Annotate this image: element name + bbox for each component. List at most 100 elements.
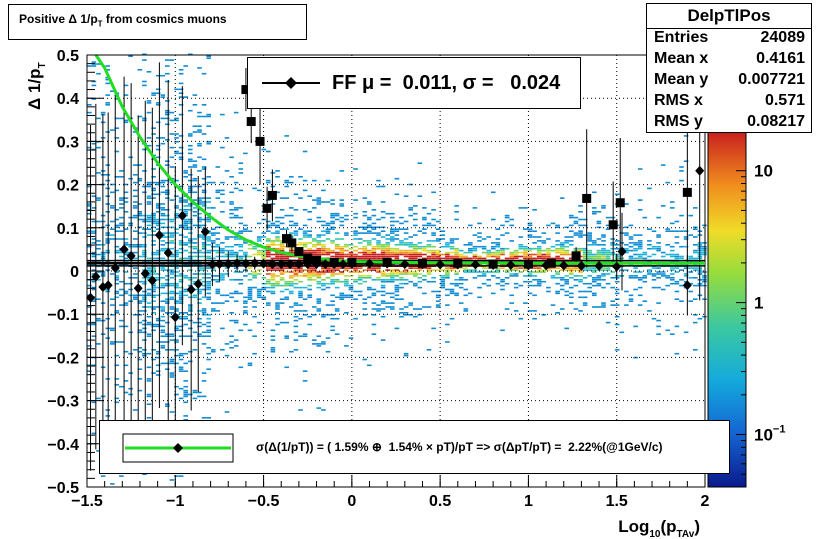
heatmap-cell (495, 253, 501, 256)
heatmap-cell (628, 255, 634, 258)
heatmap-cell (137, 329, 143, 332)
heatmap-cell (211, 232, 216, 234)
heatmap-cell (178, 82, 184, 85)
heatmap-cell (233, 214, 239, 217)
heatmap-cell (238, 271, 244, 273)
heatmap-cell (495, 255, 501, 258)
heatmap-cell (435, 269, 441, 271)
heatmap-cell (601, 240, 606, 242)
heatmap-cell (325, 282, 331, 285)
heatmap-cell (569, 216, 574, 219)
heatmap-cell (146, 203, 152, 205)
heatmap-cell (169, 255, 175, 258)
heatmap-cell (91, 65, 97, 67)
heatmap-cell (642, 253, 648, 256)
heatmap-cell (160, 142, 166, 145)
heatmap-cell (596, 251, 602, 254)
heatmap-cell (137, 218, 143, 221)
heatmap-cell (316, 199, 322, 201)
heatmap-cell (325, 337, 331, 339)
heatmap-cell (174, 339, 179, 341)
heatmap-cell (527, 284, 533, 287)
heatmap-cell (435, 220, 441, 223)
heatmap-cell (284, 214, 289, 217)
heatmap-cell (243, 228, 248, 230)
heatmap-cell (582, 304, 588, 306)
heatmap-cell (284, 321, 289, 324)
heatmap-cell (334, 308, 340, 310)
heatmap-cell (119, 216, 124, 219)
x-tick-label: 0 (347, 493, 356, 510)
heatmap-cell (353, 298, 358, 300)
heatmap-cell (137, 115, 143, 118)
heatmap-cell (123, 380, 129, 382)
heatmap-cell (142, 294, 147, 297)
heatmap-cell (614, 244, 620, 246)
heatmap-cell (174, 150, 179, 153)
heatmap-cell (426, 249, 432, 252)
diamond-marker (103, 280, 113, 291)
heatmap-cell (142, 244, 147, 246)
heatmap-cell (197, 115, 202, 118)
heatmap-cell (114, 397, 120, 400)
heatmap-cell (651, 253, 657, 256)
heatmap-cell (316, 244, 322, 246)
heatmap-cell (252, 286, 257, 289)
heatmap-cell (334, 273, 340, 275)
heatmap-cell (183, 224, 188, 227)
heatmap-cell (192, 247, 198, 250)
heatmap-cell (165, 59, 170, 61)
heatmap-cell (233, 209, 239, 211)
heatmap-cell (670, 277, 675, 279)
heatmap-cell (119, 222, 124, 225)
heatmap-cell (114, 354, 120, 357)
heatmap-cell (325, 232, 331, 234)
heatmap-cell (367, 240, 372, 242)
heatmap-cell (298, 275, 303, 277)
heatmap-cell (188, 304, 193, 306)
heatmap-cell (587, 238, 592, 240)
heatmap-cell (293, 286, 299, 289)
heatmap-cell (266, 290, 271, 293)
heatmap-cell (178, 209, 184, 211)
heatmap-cell (142, 119, 147, 122)
heatmap-cell (206, 125, 211, 127)
heatmap-cell (312, 240, 317, 242)
diamond-marker (559, 260, 569, 271)
heatmap-cell (449, 292, 455, 295)
heatmap-cell (169, 218, 175, 221)
heatmap-cell (155, 207, 161, 209)
heatmap-cell (440, 282, 446, 285)
heatmap-cell (256, 236, 262, 238)
heatmap-cell (435, 249, 441, 252)
heatmap-cell (169, 277, 175, 279)
heatmap-cell (206, 220, 211, 223)
heatmap-cell (555, 271, 560, 273)
heatmap-cell (582, 249, 588, 252)
heatmap-cell (509, 269, 514, 271)
heatmap-cell (192, 321, 198, 324)
heatmap-cell (224, 170, 230, 172)
heatmap-cell (679, 170, 684, 172)
heatmap-cell (238, 245, 244, 248)
heatmap-cell (367, 296, 372, 299)
heatmap-cell (385, 280, 390, 283)
heatmap-cell (513, 267, 519, 269)
heatmap-cell (284, 257, 289, 260)
heatmap-cell (293, 222, 299, 225)
diamond-marker (365, 258, 375, 269)
heatmap-cell (215, 280, 221, 283)
heatmap-cell (183, 370, 188, 372)
heatmap-cell (188, 296, 193, 299)
heatmap-cell (146, 224, 152, 227)
heatmap-cell (642, 300, 648, 302)
heatmap-cell (458, 302, 464, 304)
heatmap-cell (197, 395, 202, 398)
heatmap-cell (513, 269, 519, 271)
heatmap-cell (270, 224, 276, 227)
heatmap-cell (495, 277, 501, 279)
heatmap-cell (394, 286, 400, 289)
heatmap-cell (178, 199, 184, 201)
square-marker (546, 258, 556, 268)
heatmap-cell (546, 253, 551, 256)
